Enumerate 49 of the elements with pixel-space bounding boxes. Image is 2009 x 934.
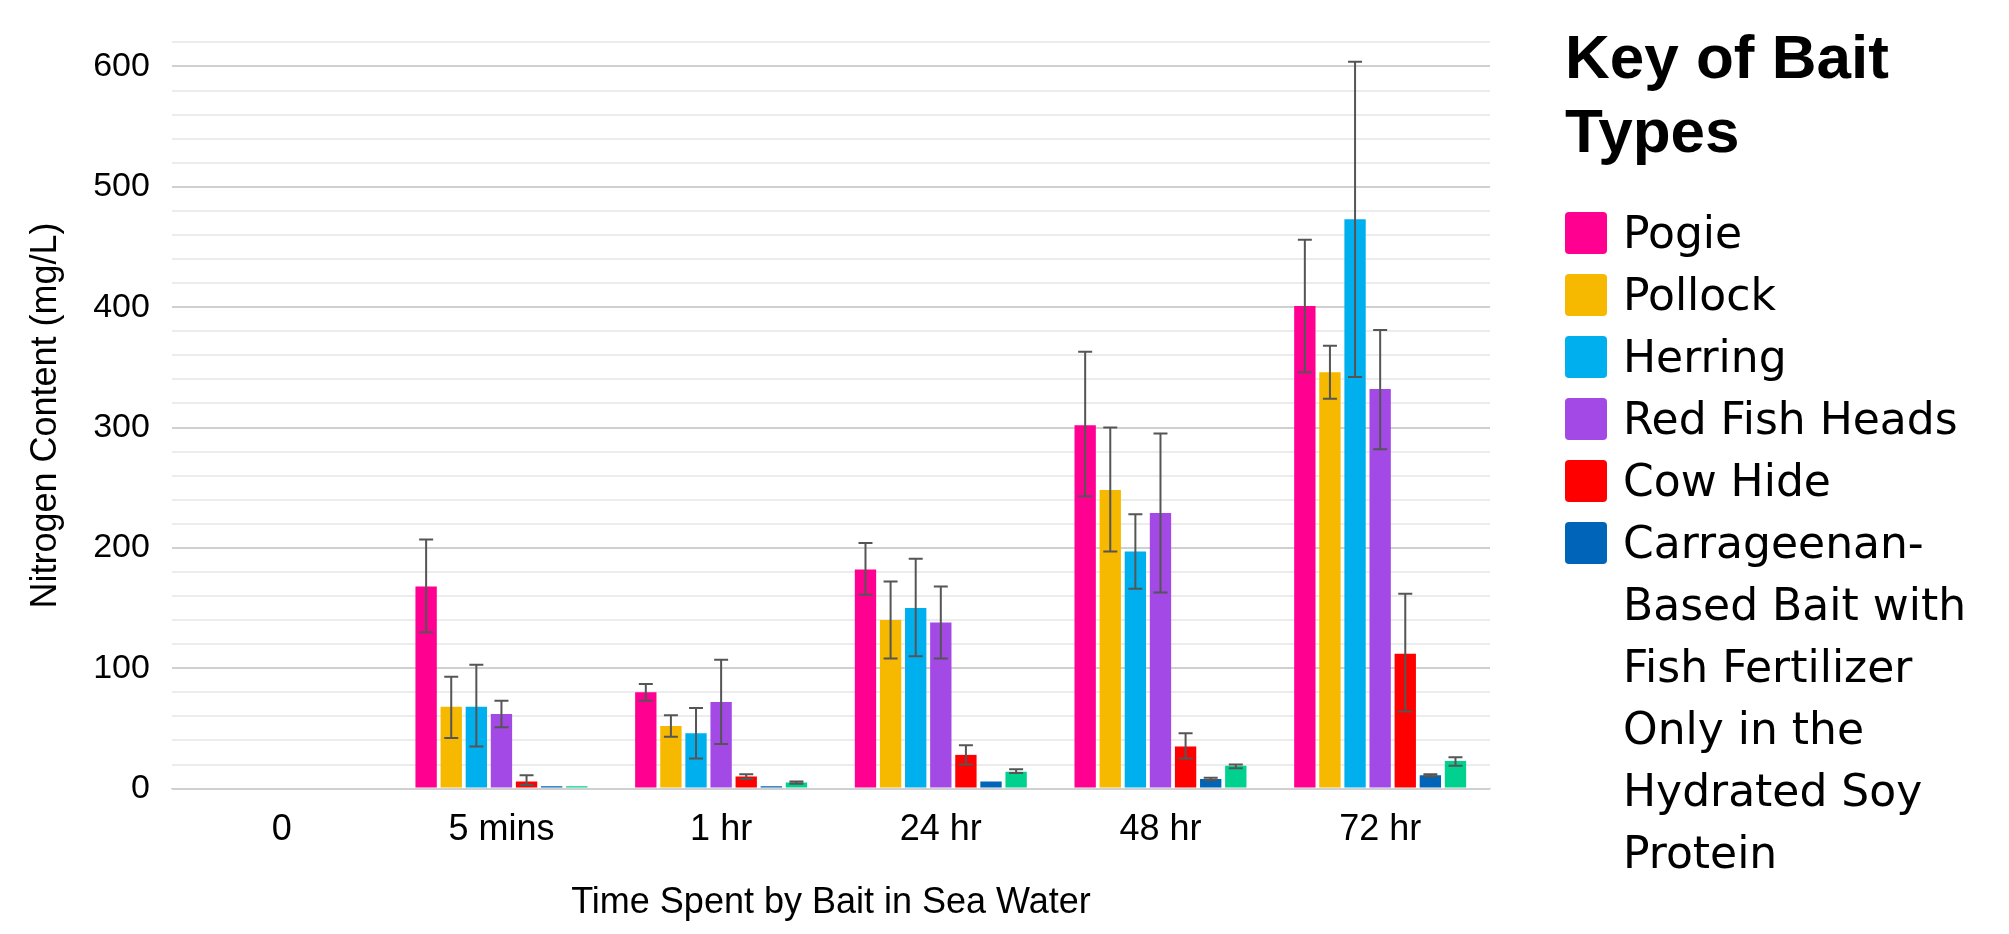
bar [1074,425,1096,788]
x-tick-label: 48 hr [1119,807,1202,849]
bar [465,706,488,788]
legend-label: Pollock [1623,268,1776,322]
legend-label: Herring [1623,330,1787,384]
bar [1444,760,1467,788]
y-tick-label: 400 [93,285,150,324]
y-axis-title: Nitrogen Content (mg/L) [22,222,64,609]
bar [1005,771,1027,788]
bar [905,608,927,788]
bar [685,733,707,788]
bar [1344,219,1366,788]
bar [1099,490,1121,788]
bar [415,586,437,788]
x-tick-label: 24 hr [899,807,982,849]
bar [1225,765,1247,788]
bar [930,622,952,788]
y-tick-label: 600 [93,44,150,83]
bar [955,754,977,788]
bar [1394,653,1416,788]
y-tick-label: 200 [93,526,150,565]
y-tick-label: 300 [93,405,150,444]
x-tick-label: 5 mins [448,807,555,849]
bar [440,706,462,788]
bar [1124,551,1147,788]
bar [1174,746,1197,788]
legend-label: Cow Hide [1623,454,1831,508]
bar [879,620,902,788]
bar [635,692,657,788]
x-axis-title: Time Spent by Bait in Sea Water [571,880,1091,922]
x-tick-label: 1 hr [690,807,753,849]
bar [1149,512,1172,788]
bar [490,713,513,788]
legend-title: Key of Bait Types [1565,21,1890,167]
legend-label: Carrageenan-Based Bait with Fish Fertilizer Only in the Hydrated Soy Protein [1623,516,1968,880]
legend-label: Pogie [1623,206,1743,260]
y-tick-label: 100 [93,646,150,685]
x-tick-label: 72 hr [1339,807,1422,849]
x-tick-label: 0 [271,807,292,849]
bar [710,701,732,788]
y-tick-label: 0 [131,766,150,805]
bar [1319,372,1341,788]
y-tick-label: 500 [93,165,150,204]
bar [980,781,1002,788]
legend-label: Red Fish Heads [1623,392,1958,446]
bar [1294,305,1316,788]
bar [1369,389,1391,788]
bar [854,569,877,788]
bar [660,726,682,788]
